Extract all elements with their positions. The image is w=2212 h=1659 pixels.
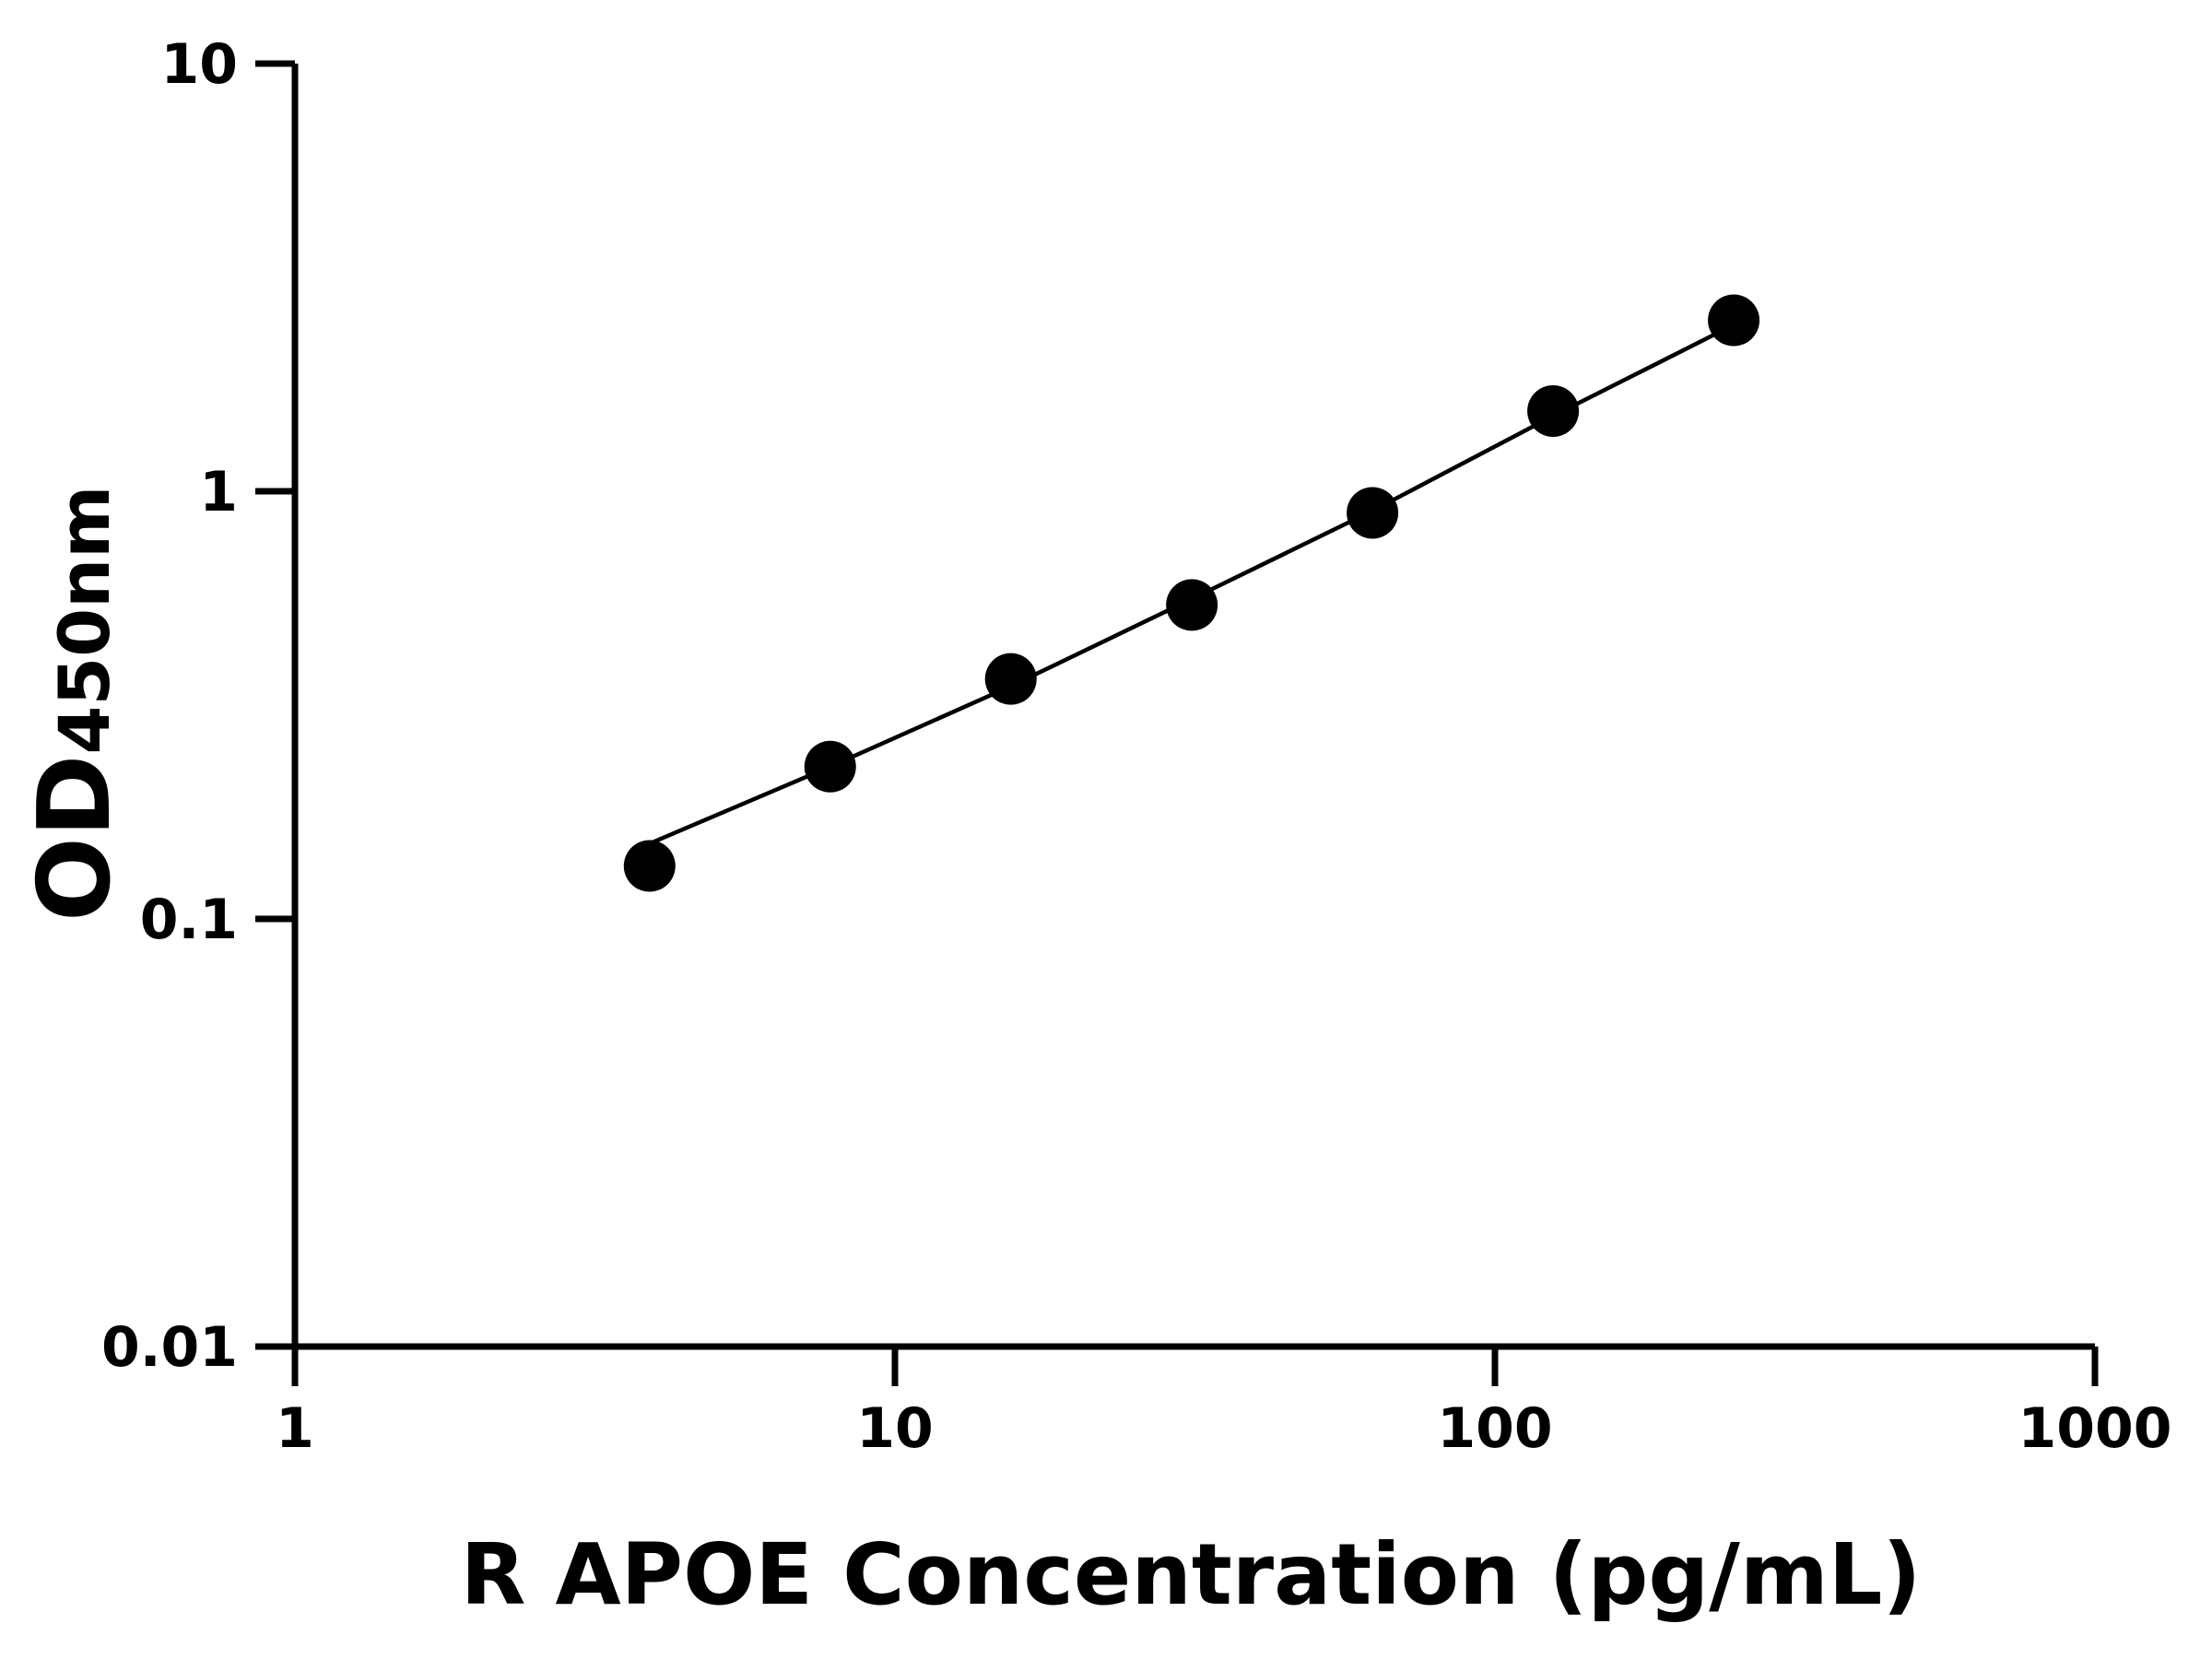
y-tick-label: 0.1 xyxy=(140,888,238,952)
data-point xyxy=(1347,487,1399,539)
data-point xyxy=(623,840,676,892)
y-tick-label: 0.01 xyxy=(101,1315,238,1380)
y-axis-label-main: OD xyxy=(18,755,133,922)
data-point xyxy=(984,653,1037,705)
y-axis-label-sub: 450nm xyxy=(43,486,125,755)
x-tick-label: 1 xyxy=(276,1396,314,1461)
x-axis-label: R APOE Concentration (pg/mL) xyxy=(461,1525,1922,1624)
data-point xyxy=(1708,294,1760,347)
x-tick-label: 10 xyxy=(856,1396,934,1461)
x-tick-label: 100 xyxy=(1437,1396,1552,1461)
data-point xyxy=(1166,579,1218,631)
x-tick-label: 1000 xyxy=(2018,1396,2172,1461)
y-tick-label: 1 xyxy=(199,460,238,524)
data-point xyxy=(1527,384,1580,437)
y-axis-label: OD450nm xyxy=(18,486,133,922)
y-tick-label: 10 xyxy=(161,32,239,97)
data-point xyxy=(804,740,856,793)
